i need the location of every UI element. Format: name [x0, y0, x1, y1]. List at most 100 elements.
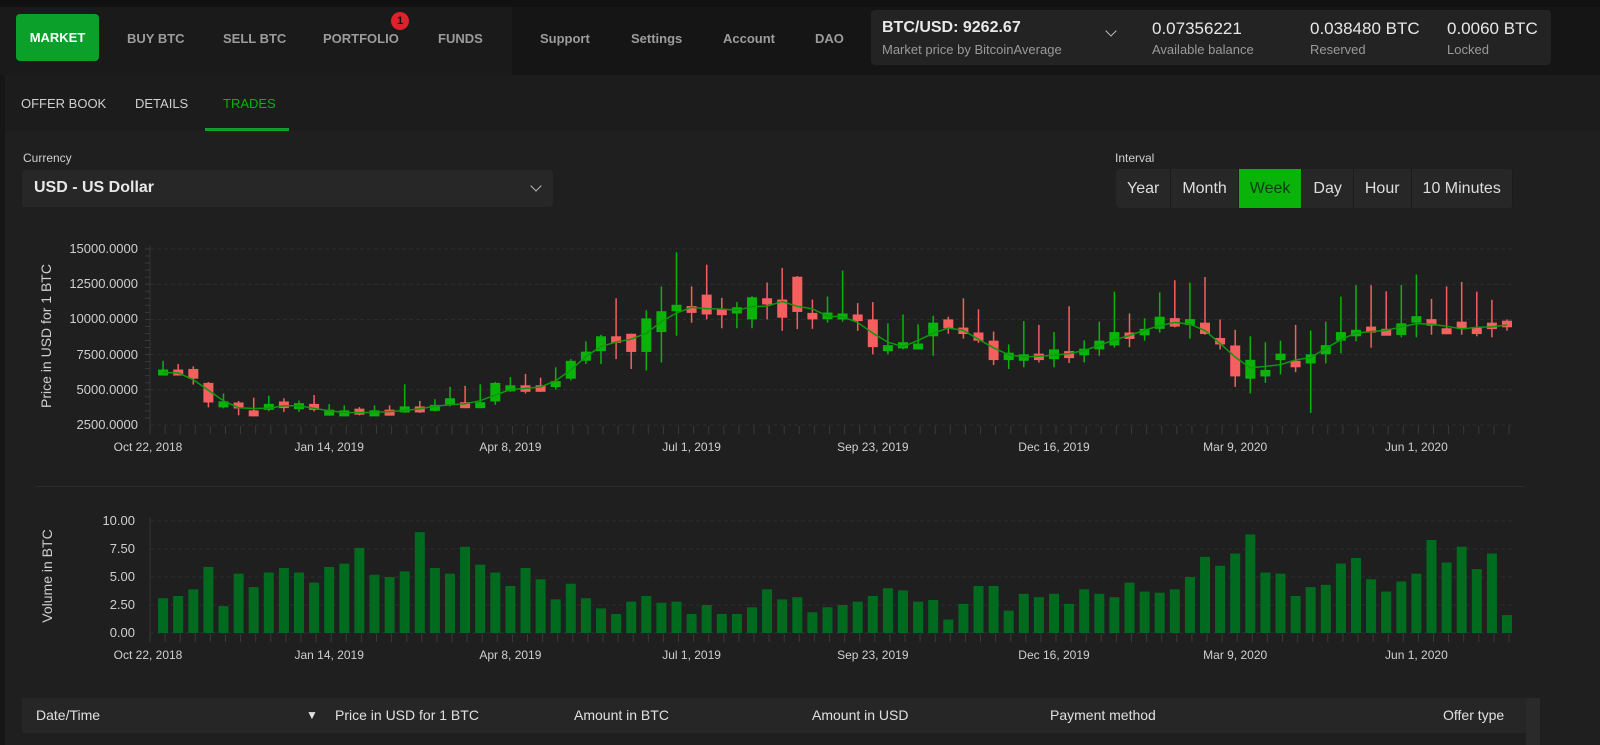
volume-bar [520, 568, 531, 633]
col-amount-btc[interactable]: Amount in BTC [574, 707, 669, 723]
tab-details[interactable]: DETAILS [135, 96, 189, 111]
table-scrollbar[interactable] [1526, 698, 1540, 745]
volume-bar [1109, 597, 1120, 633]
candle-down [792, 276, 803, 312]
candle-up [490, 382, 501, 402]
interval-day[interactable]: Day [1302, 169, 1354, 208]
price-tick-label: 10000.0000 [69, 311, 138, 327]
reserved-label: Reserved [1310, 42, 1366, 57]
candle-up [1003, 352, 1014, 361]
candle-up [1049, 349, 1059, 360]
nav-buy-btc[interactable]: BUY BTC [127, 31, 185, 46]
candle-up [1109, 332, 1120, 346]
price-date-label: Oct 22, 2018 [113, 440, 183, 454]
candle-down [807, 312, 818, 320]
volume-bar [263, 572, 274, 633]
interval-10-minutes[interactable]: 10 Minutes [1412, 169, 1513, 208]
candle-up [550, 381, 561, 388]
col-offer-type[interactable]: Offer type [1443, 707, 1505, 723]
chart-divider [36, 486, 1524, 487]
volume-bar [777, 599, 788, 633]
candle-up [369, 410, 380, 417]
market-price-selector[interactable]: BTC/USD: 9262.67 [882, 19, 1021, 36]
volume-bar [1381, 591, 1392, 633]
price-tick-label: 7500.0000 [76, 346, 138, 362]
volume-bar [384, 577, 395, 633]
candle-down [1290, 360, 1301, 368]
price-date-label: Jun 1, 2020 [1385, 440, 1448, 454]
volume-bar [505, 585, 516, 633]
candle-down [1381, 328, 1392, 336]
candle-up [1411, 316, 1422, 323]
currency-value: USD - US Dollar [34, 179, 155, 196]
col-price[interactable]: Price in USD for 1 BTC [335, 707, 479, 723]
volume-tick-label: 10.00 [102, 513, 135, 528]
price-date-label: Mar 9, 2020 [1203, 440, 1268, 454]
volume-bar [837, 605, 848, 633]
candle-up [505, 385, 516, 392]
interval-week[interactable]: Week [1238, 169, 1303, 208]
volume-bar [1471, 569, 1482, 633]
col-payment-method[interactable]: Payment method [1050, 707, 1156, 723]
candle-down [278, 401, 289, 409]
col-date-time[interactable]: Date/Time [36, 707, 101, 723]
volume-bar [429, 568, 440, 633]
candle-down [248, 410, 259, 417]
nav-account[interactable]: Account [723, 31, 775, 46]
nav-market[interactable]: MARKET [16, 14, 99, 61]
candle-up [475, 402, 486, 409]
tab-offer-book[interactable]: OFFER BOOK [21, 96, 107, 111]
volume-bar [988, 585, 999, 633]
currency-select[interactable]: USD - US Dollar [22, 170, 553, 207]
volume-date-label: Mar 9, 2020 [1203, 648, 1268, 662]
volume-bar [1396, 581, 1407, 633]
price-date-label: Dec 16, 2019 [1018, 440, 1090, 454]
candle-down [309, 403, 320, 410]
candle-down [384, 409, 395, 416]
interval-hour[interactable]: Hour [1354, 169, 1412, 208]
volume-bar [1366, 579, 1377, 633]
volume-bar [1275, 573, 1286, 633]
interval-month[interactable]: Month [1171, 169, 1239, 208]
nav-funds[interactable]: FUNDS [438, 31, 483, 46]
volume-bar [762, 589, 773, 633]
volume-bar [399, 571, 410, 633]
volume-bar [852, 601, 863, 633]
candle-up [747, 297, 757, 320]
price-date-label: Jul 1, 2019 [662, 440, 721, 454]
interval-year[interactable]: Year [1116, 169, 1172, 208]
interval-label: Interval [1115, 151, 1155, 165]
volume-bar [913, 601, 924, 633]
nav-sell-btc[interactable]: SELL BTC [223, 31, 287, 46]
tab-trades[interactable]: TRADES [223, 96, 276, 111]
candle-down [973, 332, 984, 341]
volume-bar [233, 573, 244, 633]
candle-up [339, 410, 350, 417]
candle-down [535, 385, 546, 392]
nav-portfolio[interactable]: PORTFOLIO [323, 31, 399, 46]
candle-down [354, 408, 365, 415]
price-tick-label: 5000.0000 [76, 381, 138, 397]
candle-up [1245, 359, 1256, 379]
price-tick-label: 2500.0000 [76, 417, 138, 432]
nav-dao[interactable]: DAO [815, 31, 844, 46]
col-amount-usd[interactable]: Amount in USD [812, 707, 909, 723]
candle-up [596, 336, 606, 352]
volume-bar [173, 596, 184, 633]
volume-bar [671, 601, 682, 633]
sort-desc-icon[interactable]: ▼ [306, 708, 318, 722]
candle-down [1426, 319, 1437, 326]
volume-bar [973, 585, 984, 633]
candle-down [1486, 322, 1497, 330]
nav-support[interactable]: Support [540, 31, 590, 46]
volume-bar [898, 590, 908, 633]
market-price-source: Market price by BitcoinAverage [882, 42, 1062, 57]
candle-up [1154, 316, 1165, 329]
nav-settings[interactable]: Settings [631, 31, 683, 46]
volume-bar [565, 583, 576, 633]
candle-down [626, 333, 637, 352]
candle-down [1366, 326, 1377, 333]
candle-up [263, 403, 274, 410]
candle-up [429, 404, 440, 411]
